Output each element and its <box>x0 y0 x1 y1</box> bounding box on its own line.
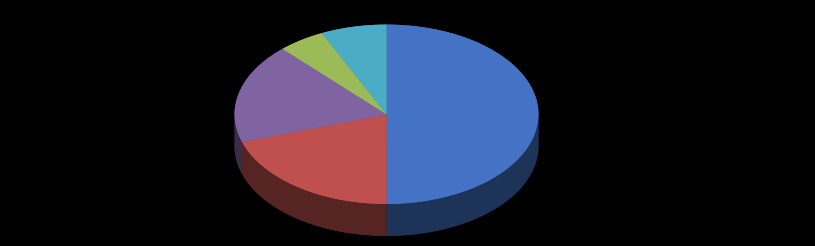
Polygon shape <box>386 25 539 204</box>
Polygon shape <box>242 114 386 174</box>
Polygon shape <box>386 115 539 236</box>
Polygon shape <box>322 25 386 114</box>
Polygon shape <box>322 25 386 114</box>
Polygon shape <box>283 33 386 114</box>
Polygon shape <box>235 49 386 142</box>
Polygon shape <box>242 114 386 204</box>
Polygon shape <box>386 25 539 204</box>
Polygon shape <box>386 115 539 236</box>
Polygon shape <box>242 114 386 174</box>
Ellipse shape <box>235 56 539 236</box>
Polygon shape <box>242 142 386 236</box>
Polygon shape <box>235 49 386 142</box>
Polygon shape <box>283 33 386 114</box>
Polygon shape <box>235 114 242 174</box>
Polygon shape <box>242 142 386 236</box>
Polygon shape <box>242 114 386 204</box>
Polygon shape <box>235 114 242 174</box>
